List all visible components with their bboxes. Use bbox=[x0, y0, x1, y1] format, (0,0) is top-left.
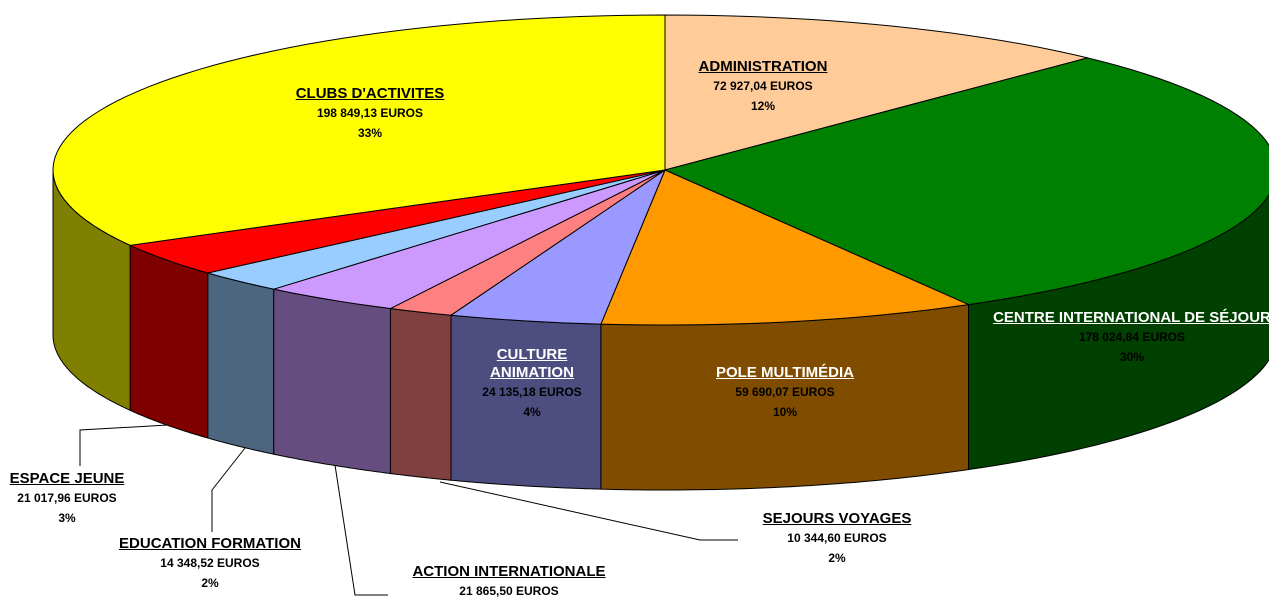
slice bbox=[52, 14, 666, 246]
slice bbox=[664, 14, 1088, 171]
slice bbox=[600, 169, 971, 326]
slice-label: ADMINISTRATION 72 927,04 EUROS 12% bbox=[643, 58, 883, 116]
value-label: 14 348,52 EUROS bbox=[160, 556, 260, 570]
slice-label: CULTURE ANIMATION 24 135,18 EUROS 4% bbox=[472, 346, 592, 422]
pie bbox=[52, 14, 1269, 491]
category-label: POLE MULTIMÉDIA bbox=[715, 364, 855, 381]
category-label: ESPACE JEUNE bbox=[9, 470, 125, 487]
slice-label: CENTRE INTERNATIONAL DE SÉJOUR 178 024,84… bbox=[992, 309, 1269, 367]
slice bbox=[128, 169, 666, 274]
slice-side bbox=[389, 307, 452, 481]
value-label: 10 344,60 EUROS bbox=[787, 531, 887, 545]
slice-label: CLUBS D'ACTIVITES 198 849,13 EUROS 33% bbox=[250, 85, 490, 143]
value-label: 21 017,96 EUROS bbox=[17, 491, 117, 505]
percent-label: 2% bbox=[828, 551, 846, 565]
slice bbox=[273, 169, 666, 310]
slice-label: EDUCATION FORMATION 14 348,52 EUROS 2% bbox=[90, 535, 330, 593]
slice-label: SEJOURS VOYAGES 10 344,60 EUROS 2% bbox=[717, 510, 957, 568]
percent-label: 2% bbox=[201, 576, 219, 590]
value-label: 24 135,18 EUROS bbox=[482, 385, 582, 399]
leader-line bbox=[211, 447, 246, 532]
percent-label: 3% bbox=[58, 511, 76, 525]
value-label: 178 024,84 EUROS bbox=[1078, 330, 1186, 344]
leader-line bbox=[439, 481, 738, 541]
category-label: ADMINISTRATION bbox=[698, 58, 828, 75]
percent-label: 33% bbox=[357, 126, 383, 140]
slice-label: ESPACE JEUNE 21 017,96 EUROS 3% bbox=[2, 470, 132, 528]
slice-side bbox=[273, 288, 391, 475]
category-label: CLUBS D'ACTIVITES bbox=[295, 85, 445, 102]
value-label: 198 849,13 EUROS bbox=[316, 106, 424, 120]
percent-label: 12% bbox=[750, 99, 776, 113]
slice-side bbox=[129, 244, 209, 439]
value-label: 72 927,04 EUROS bbox=[713, 79, 813, 93]
slice-label: POLE MULTIMÉDIA 59 690,07 EUROS 10% bbox=[665, 364, 905, 422]
slice bbox=[663, 57, 1269, 306]
leader-line bbox=[79, 424, 169, 466]
slice-side bbox=[207, 272, 275, 455]
category-label: SEJOURS VOYAGES bbox=[762, 510, 912, 527]
value-label: 59 690,07 EUROS bbox=[735, 385, 835, 399]
slice bbox=[207, 169, 666, 290]
slice-label: ACTION INTERNATIONALE 21 865,50 EUROS bbox=[389, 563, 629, 601]
percent-label: 10% bbox=[772, 405, 798, 419]
value-label: 21 865,50 EUROS bbox=[459, 584, 559, 598]
category-label: EDUCATION FORMATION bbox=[119, 535, 301, 552]
slice bbox=[449, 168, 667, 325]
percent-label: 4% bbox=[523, 405, 541, 419]
category-label: ACTION INTERNATIONALE bbox=[412, 563, 606, 580]
leader-line bbox=[334, 464, 388, 596]
percent-label: 30% bbox=[1119, 350, 1145, 364]
category-label: CULTURE ANIMATION bbox=[490, 346, 574, 381]
category-label: CENTRE INTERNATIONAL DE SÉJOUR bbox=[993, 309, 1269, 326]
